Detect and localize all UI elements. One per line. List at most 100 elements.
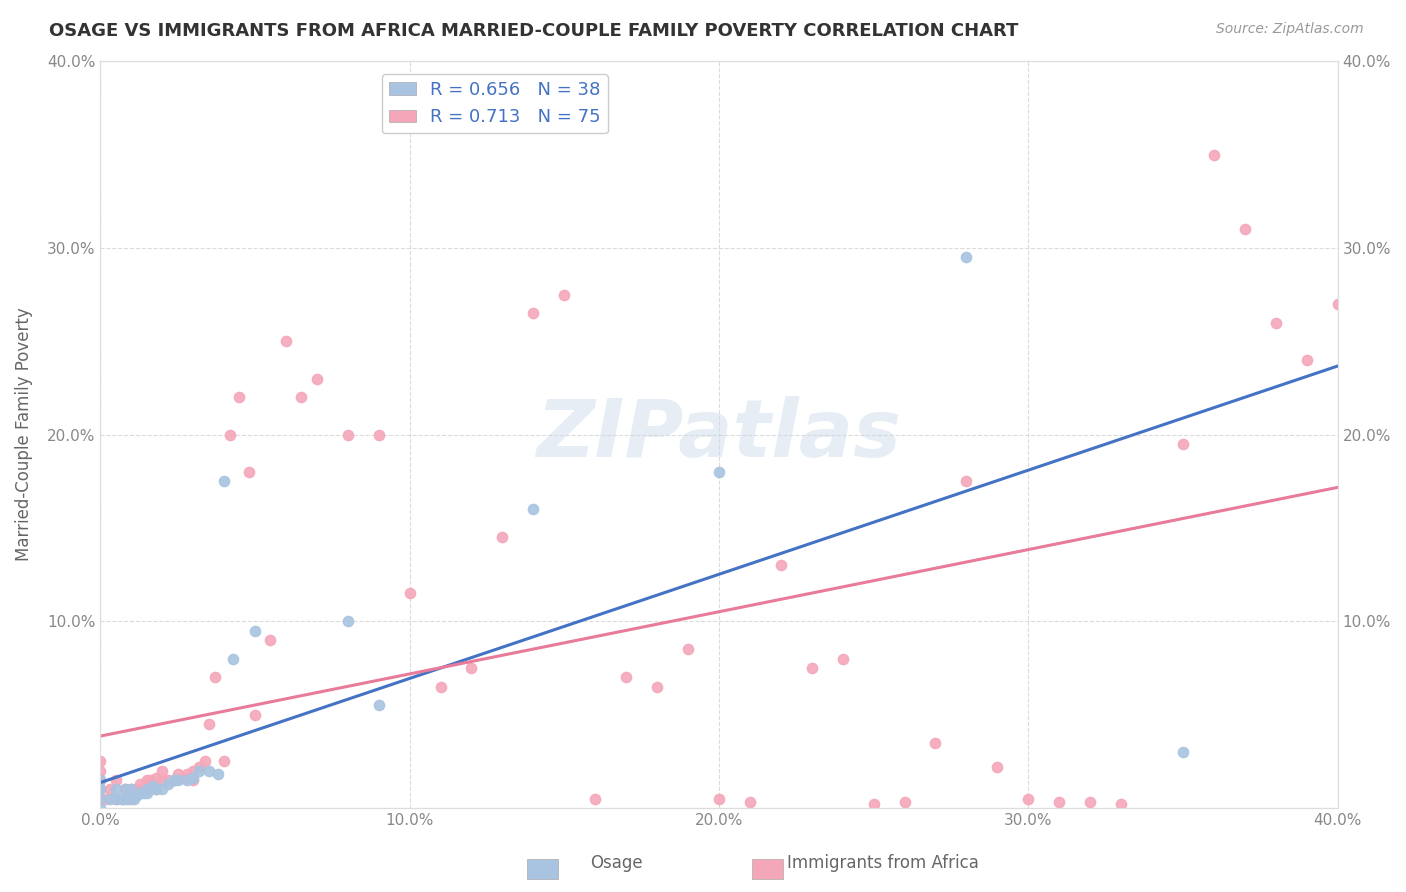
Point	[1295, 352, 1317, 367]
Point	[614, 670, 637, 684]
Point	[114, 782, 136, 797]
Point	[89, 755, 111, 769]
Point	[89, 791, 111, 805]
Point	[98, 791, 121, 805]
Point	[104, 791, 127, 805]
Point	[986, 760, 1008, 774]
Point	[707, 791, 730, 805]
Point	[290, 390, 312, 404]
Point	[145, 771, 167, 785]
Point	[955, 475, 977, 489]
Point	[166, 767, 188, 781]
Point	[111, 791, 134, 805]
Point	[367, 427, 389, 442]
Point	[243, 624, 266, 638]
Point	[157, 773, 180, 788]
Point	[129, 777, 152, 791]
Point	[89, 782, 111, 797]
Point	[142, 779, 165, 793]
Point	[114, 791, 136, 805]
Point	[707, 465, 730, 479]
Point	[181, 771, 204, 785]
Point	[522, 502, 544, 516]
Point	[1017, 791, 1039, 805]
Point	[111, 791, 134, 805]
Point	[222, 651, 245, 665]
Point	[104, 773, 127, 788]
Point	[89, 791, 111, 805]
Point	[120, 782, 142, 797]
Point	[491, 530, 513, 544]
Point	[553, 287, 575, 301]
Legend: R = 0.656   N = 38, R = 0.713   N = 75: R = 0.656 N = 38, R = 0.713 N = 75	[381, 74, 609, 134]
Point	[135, 786, 157, 800]
Point	[166, 773, 188, 788]
Point	[89, 773, 111, 788]
Point	[197, 717, 219, 731]
Point	[1078, 796, 1101, 810]
Point	[197, 764, 219, 778]
Point	[1202, 147, 1225, 161]
Point	[212, 475, 235, 489]
Point	[924, 736, 946, 750]
Point	[738, 796, 761, 810]
Point	[207, 767, 229, 781]
Point	[336, 427, 359, 442]
Point	[1264, 316, 1286, 330]
Point	[139, 773, 162, 788]
Point	[398, 586, 420, 600]
Point	[181, 773, 204, 788]
Point	[176, 767, 198, 781]
Point	[1109, 797, 1132, 812]
Point	[212, 755, 235, 769]
Point	[228, 390, 250, 404]
Point	[194, 755, 217, 769]
Point	[367, 698, 389, 713]
Point	[259, 633, 281, 648]
Point	[769, 558, 792, 573]
Point	[127, 788, 149, 802]
Point	[120, 782, 142, 797]
Point	[522, 306, 544, 320]
Point	[176, 773, 198, 788]
Point	[336, 615, 359, 629]
Point	[135, 782, 157, 797]
Point	[429, 680, 451, 694]
Point	[120, 791, 142, 805]
Point	[219, 427, 242, 442]
Point	[157, 777, 180, 791]
Text: OSAGE VS IMMIGRANTS FROM AFRICA MARRIED-COUPLE FAMILY POVERTY CORRELATION CHART: OSAGE VS IMMIGRANTS FROM AFRICA MARRIED-…	[49, 22, 1018, 40]
Point	[89, 801, 111, 815]
Point	[150, 773, 173, 788]
Point	[181, 764, 204, 778]
Point	[135, 782, 157, 797]
Point	[1326, 297, 1348, 311]
Point	[96, 791, 118, 805]
Point	[862, 797, 884, 812]
Point	[117, 786, 139, 800]
Point	[150, 782, 173, 797]
Point	[135, 773, 157, 788]
Point	[129, 786, 152, 800]
Point	[460, 661, 482, 675]
Point	[163, 773, 186, 788]
Point	[89, 782, 111, 797]
Point	[831, 651, 853, 665]
Point	[1233, 222, 1256, 236]
Point	[676, 642, 699, 657]
Point	[243, 707, 266, 722]
Point	[173, 771, 195, 785]
Point	[89, 764, 111, 778]
Point	[117, 791, 139, 805]
Point	[124, 791, 146, 805]
Point	[274, 334, 297, 349]
Y-axis label: Married-Couple Family Poverty: Married-Couple Family Poverty	[15, 308, 32, 561]
Point	[238, 465, 260, 479]
Point	[955, 250, 977, 264]
Point	[800, 661, 823, 675]
Point	[1171, 745, 1194, 759]
Point	[114, 782, 136, 797]
Point	[104, 782, 127, 797]
Point	[104, 791, 127, 805]
Point	[163, 773, 186, 788]
